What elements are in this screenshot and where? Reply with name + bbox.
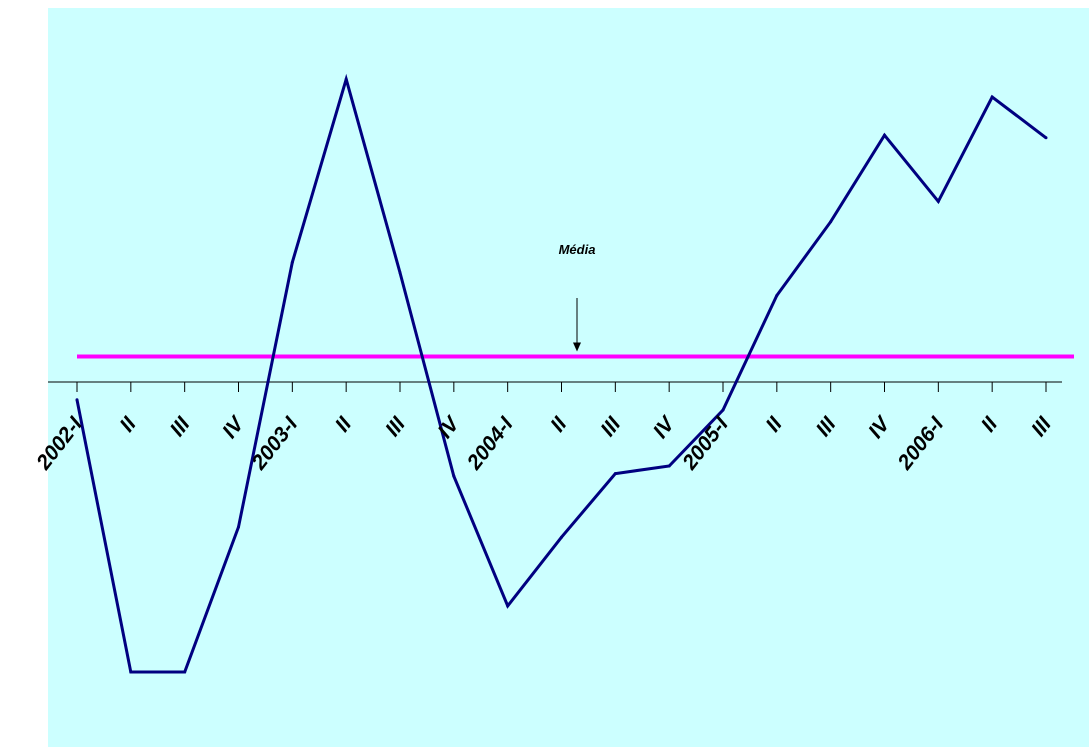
data-point [883, 133, 886, 137]
media-arrow-icon [573, 342, 581, 352]
data-point [829, 220, 833, 224]
data-point [936, 199, 940, 203]
data-point [721, 408, 725, 412]
data-point [452, 474, 456, 478]
x-axis-ticks [76, 382, 1047, 392]
data-point [290, 260, 294, 264]
data-point [667, 464, 671, 468]
series-points [75, 77, 1048, 674]
plot-area [48, 8, 1089, 747]
data-point [506, 604, 510, 608]
data-point [1044, 136, 1048, 140]
data-point [398, 271, 402, 275]
data-point [183, 670, 187, 674]
data-point [129, 670, 133, 674]
data-point [237, 525, 240, 529]
data-point [75, 398, 79, 402]
data-point [990, 95, 994, 99]
data-point [613, 472, 617, 476]
data-point [775, 293, 779, 297]
data-point [344, 77, 348, 81]
data-point [560, 535, 563, 539]
media-annotation-label: Média [559, 242, 596, 257]
